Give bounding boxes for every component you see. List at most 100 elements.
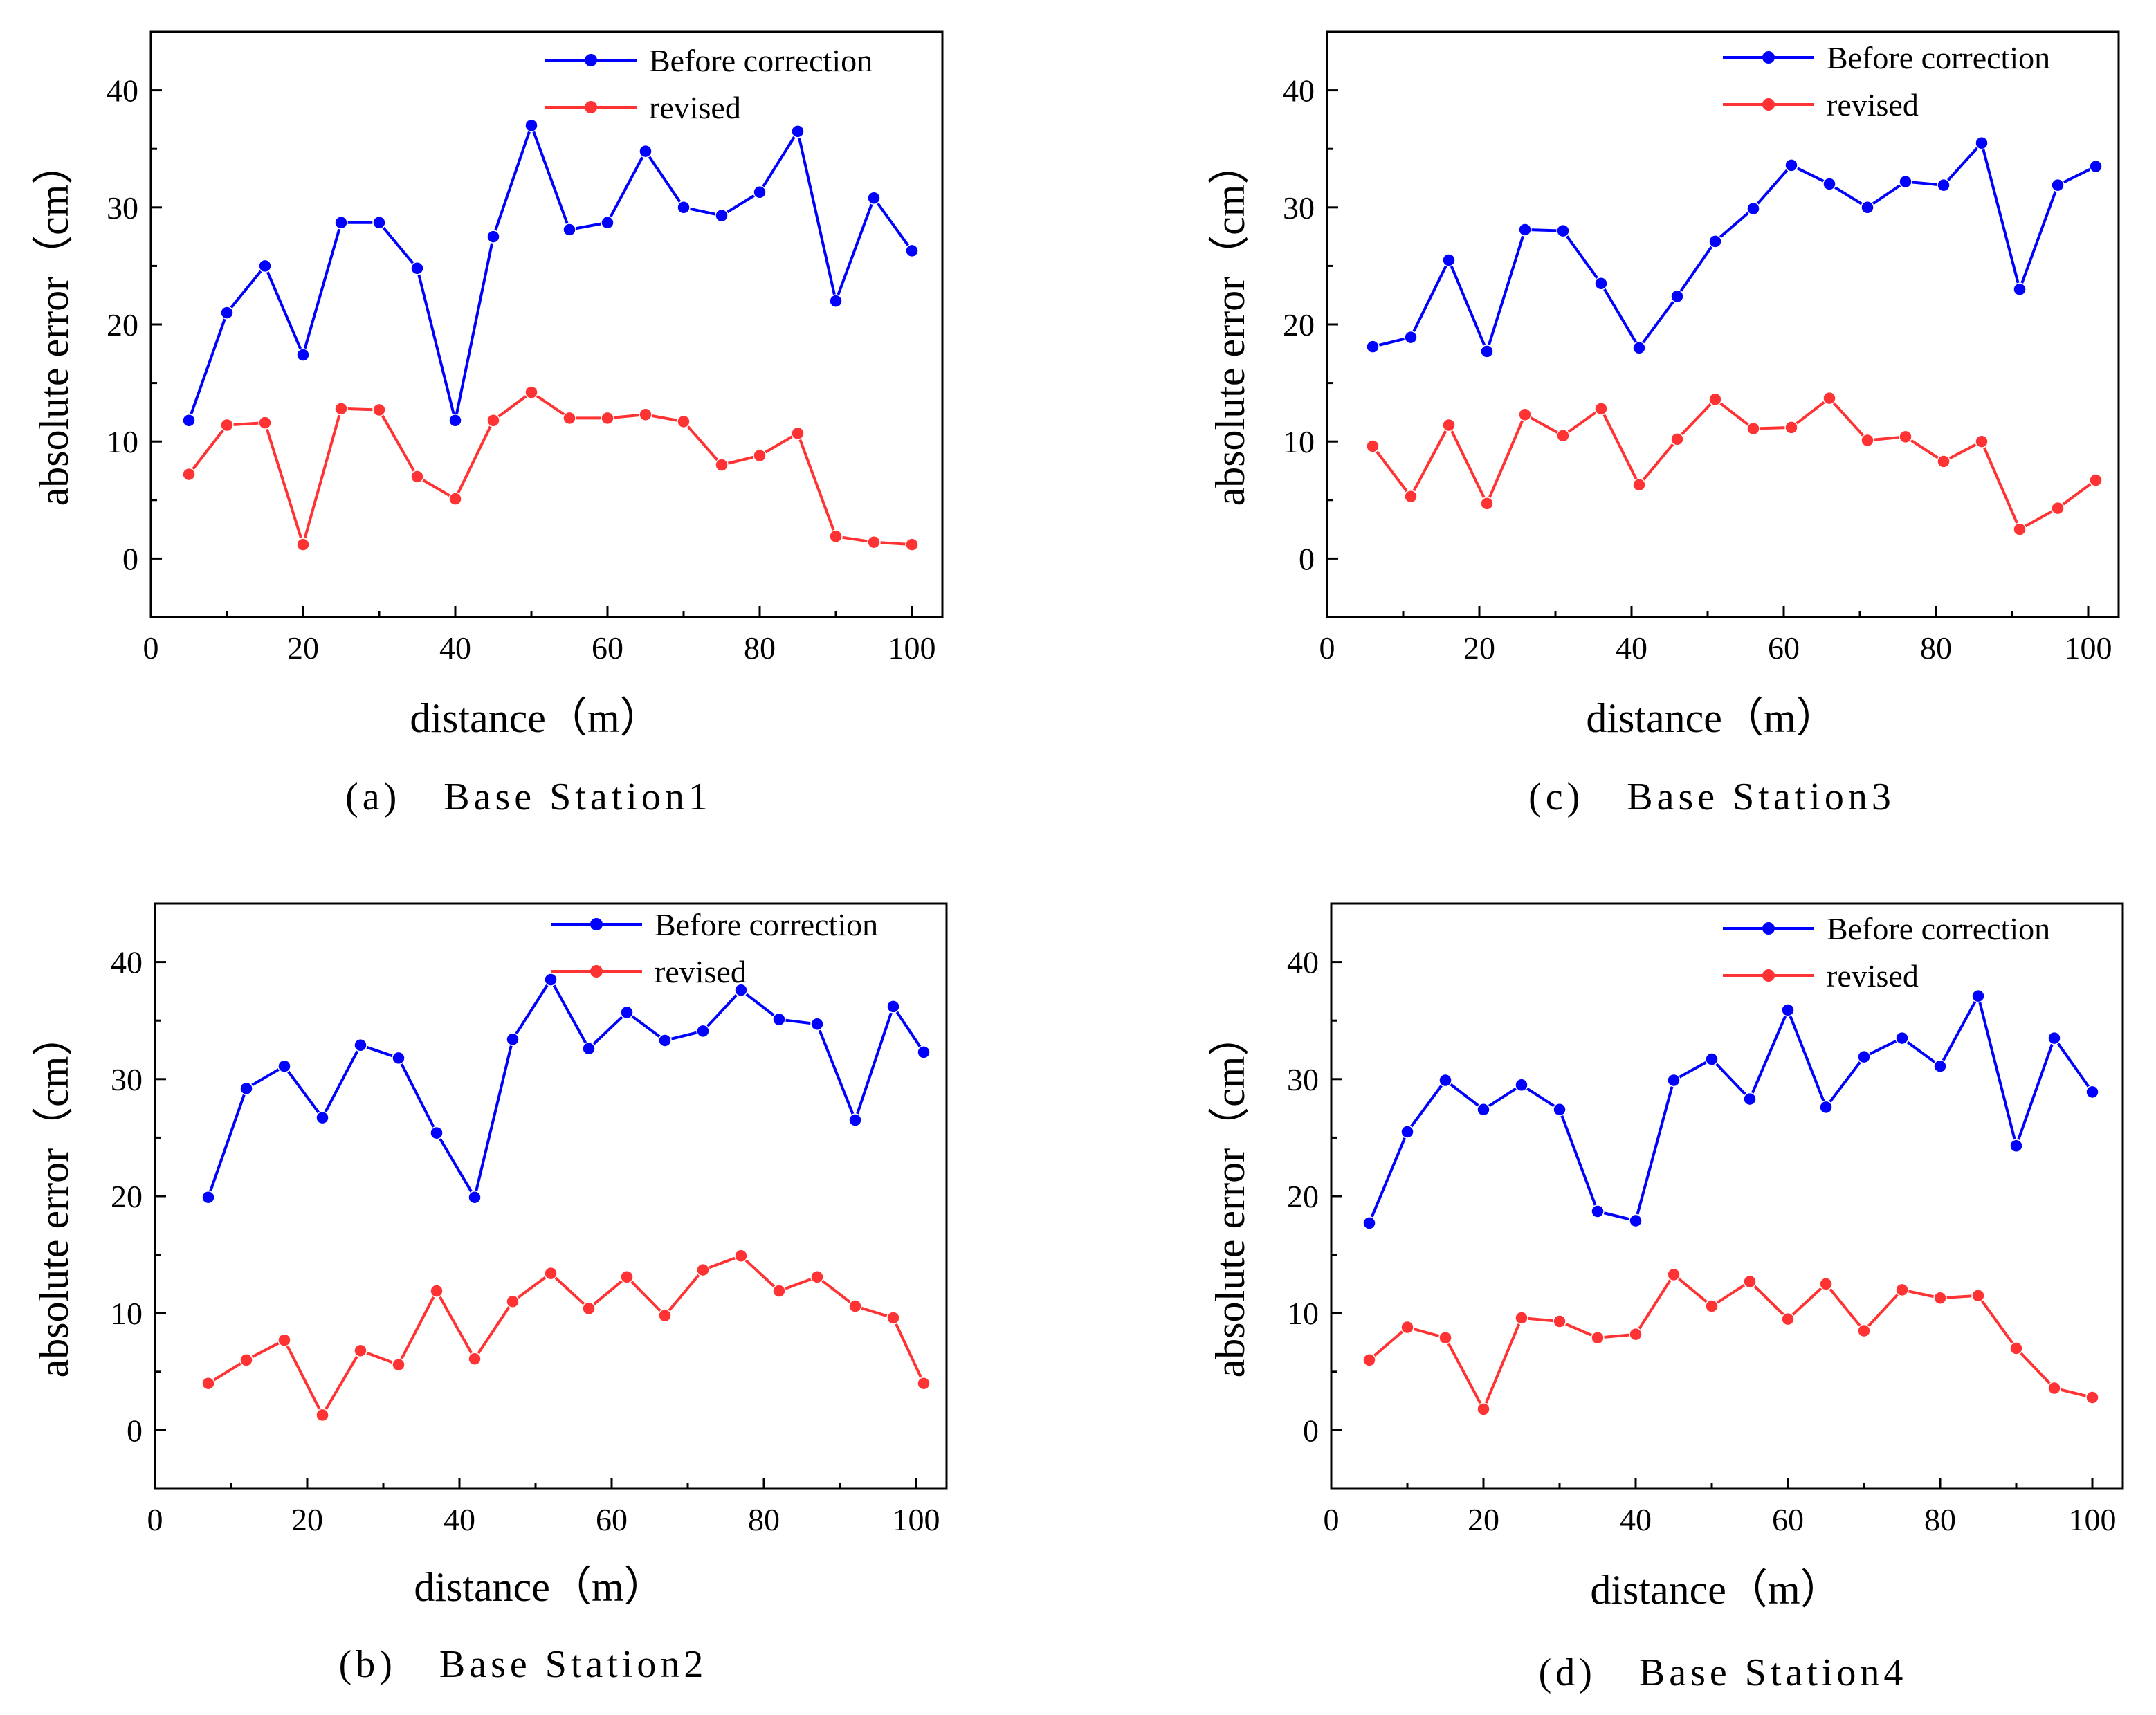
x-axis-title: distance（m） (1586, 695, 1837, 741)
legend-marker-revised (1762, 969, 1775, 982)
x-tick-label: 20 (1463, 630, 1495, 666)
data-point-revised (1632, 478, 1646, 492)
data-point-revised (734, 1249, 748, 1263)
plot-frame (1330, 902, 2124, 1490)
panel-caption: (a) Base Station1 (345, 776, 712, 818)
y-tick-label: 0 (1299, 541, 1315, 576)
series-layer (182, 118, 919, 551)
data-point-before-correction (917, 1045, 931, 1059)
data-point-revised (658, 1308, 672, 1323)
x-tick-label: 0 (1319, 630, 1335, 666)
data-point-before-correction (677, 201, 691, 214)
panel-c: 0 20 40 60 80 100 0 10 20 30 40 Before correction … (1207, 30, 2120, 818)
plot-frame (149, 30, 944, 618)
x-tick-label: 20 (291, 1502, 323, 1537)
data-point-revised (277, 1333, 291, 1347)
data-point-revised (1746, 421, 1760, 436)
legend: Before correction revised (1723, 40, 2050, 122)
data-point-before-correction (1400, 1125, 1414, 1139)
legend-marker-before (1762, 51, 1775, 64)
data-point-revised (1743, 1274, 1757, 1289)
data-point-revised (829, 529, 843, 544)
y-tick-label: 10 (1287, 1296, 1319, 1331)
data-point-revised (1366, 439, 1380, 453)
data-point-before-correction (905, 244, 919, 258)
data-point-revised (544, 1266, 558, 1281)
panel-caption: (b) Base Station2 (339, 1643, 708, 1686)
data-point-revised (1670, 432, 1684, 446)
data-point-before-correction (1933, 1059, 1947, 1073)
data-point-before-correction (524, 118, 538, 133)
data-point-before-correction (296, 348, 310, 362)
series-line-before-correction (207, 978, 925, 1199)
y-axis-title: absolute error（cm） (31, 143, 77, 506)
data-point-before-correction (1819, 1100, 1833, 1115)
legend-marker-revised (1762, 98, 1775, 111)
x-tick-label: 100 (2069, 1502, 2117, 1537)
legend-marker-before (1762, 922, 1775, 935)
series-line-before-correction (1368, 994, 2094, 1224)
data-point-revised (696, 1263, 710, 1277)
data-point-before-correction (1971, 989, 1985, 1003)
data-point-revised (1937, 455, 1951, 468)
data-point-before-correction (448, 413, 462, 428)
data-point-before-correction (696, 1024, 710, 1038)
data-point-before-correction (1438, 1073, 1452, 1088)
data-point-revised (1667, 1267, 1681, 1282)
series-line-revised (188, 391, 913, 547)
y-tick-label: 10 (1283, 424, 1315, 459)
data-point-revised (917, 1376, 931, 1391)
x-axis-title: distance（m） (414, 1564, 665, 1610)
data-point-revised (563, 411, 576, 425)
data-point-before-correction (772, 1012, 786, 1027)
data-point-before-correction (1861, 201, 1874, 214)
data-point-before-correction (1670, 289, 1684, 304)
data-point-before-correction (1632, 341, 1646, 355)
panel-a: 0 20 40 60 80 100 0 10 20 30 40 Before correction … (31, 30, 944, 818)
data-point-before-correction (2089, 159, 2103, 174)
data-point-revised (2013, 522, 2027, 536)
data-point-before-correction (620, 1005, 634, 1020)
data-point-revised (1857, 1323, 1871, 1338)
data-point-revised (354, 1343, 367, 1358)
x-tick-label: 0 (1324, 1502, 1340, 1537)
data-point-before-correction (563, 223, 576, 237)
x-tick-label: 40 (1616, 630, 1647, 666)
data-point-revised (2047, 1381, 2061, 1395)
data-point-revised (1708, 392, 1722, 407)
data-point-revised (620, 1269, 634, 1284)
x-tick-label: 100 (2065, 630, 2112, 666)
data-point-revised (2009, 1341, 2023, 1355)
data-point-revised (2089, 473, 2103, 487)
data-point-revised (1556, 428, 1570, 443)
data-point-revised (1819, 1277, 1833, 1291)
data-point-before-correction (239, 1081, 253, 1096)
series-layer (1366, 136, 2103, 536)
data-point-before-correction (753, 185, 767, 199)
data-point-before-correction (2051, 178, 2065, 192)
data-point-revised (182, 467, 196, 482)
x-axis-title: distance（m） (410, 695, 661, 741)
data-point-before-correction (468, 1190, 482, 1204)
data-point-before-correction (1442, 253, 1456, 267)
data-point-revised (753, 448, 767, 463)
x-tick-label: 0 (143, 630, 159, 666)
data-point-before-correction (639, 144, 652, 158)
data-point-before-correction (182, 413, 196, 428)
legend-label-revised: revised (1827, 958, 1919, 993)
data-point-before-correction (316, 1110, 329, 1125)
x-tick-label: 100 (888, 630, 936, 666)
data-point-before-correction (1708, 235, 1722, 248)
data-point-before-correction (658, 1034, 672, 1047)
data-point-revised (524, 385, 538, 399)
data-point-before-correction (1975, 136, 1989, 150)
data-point-revised (220, 418, 234, 432)
data-point-before-correction (1477, 1103, 1490, 1117)
legend: Before correction revised (551, 907, 878, 989)
data-point-before-correction (1591, 1204, 1605, 1218)
data-point-revised (1975, 434, 1989, 448)
data-point-revised (1784, 421, 1798, 434)
data-point-before-correction (715, 208, 729, 223)
legend: Before correction revised (1723, 911, 2050, 993)
